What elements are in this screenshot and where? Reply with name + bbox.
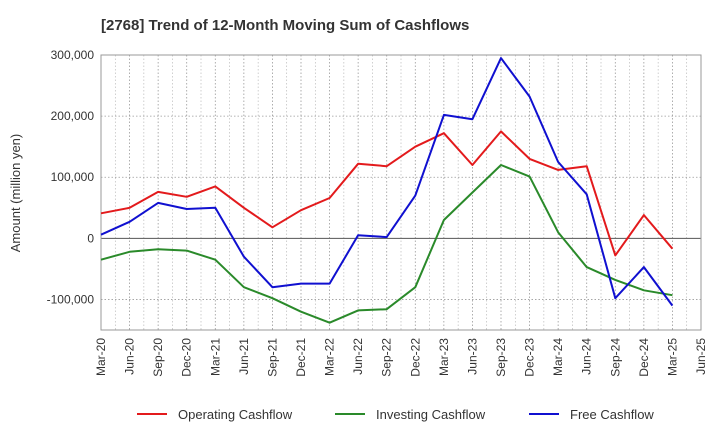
y-axis-ticks: 300,000 200,000 100,000 0 -100,000	[47, 48, 95, 306]
x-tick-label: Sep-21	[265, 338, 279, 377]
x-tick-label: Jun-22	[351, 338, 365, 375]
series-line-free-cashflow	[100, 57, 674, 307]
legend-label: Free Cashflow	[570, 407, 654, 422]
series-line-investing-cashflow	[100, 164, 673, 324]
y-axis-label: Amount (million yen)	[8, 134, 23, 253]
plot-area-frame	[100, 54, 702, 331]
y-tick-label: -100,000	[47, 292, 95, 306]
x-axis-ticks: Mar-20 Jun-20 Sep-20 Dec-20 Mar-21 Jun-21 Sep-…	[94, 338, 708, 377]
x-tick-label: Jun-20	[123, 338, 137, 375]
x-tick-label: Mar-25	[665, 338, 679, 376]
x-tick-label: Mar-20	[94, 338, 108, 376]
x-tick-label: Mar-24	[551, 338, 565, 376]
x-tick-label: Mar-22	[323, 338, 337, 376]
y-tick-label: 300,000	[51, 48, 95, 62]
x-tick-label: Dec-22	[408, 338, 422, 377]
series-lines	[100, 57, 674, 324]
x-tick-label: Jun-24	[580, 338, 594, 375]
x-tick-label: Dec-24	[637, 338, 651, 377]
x-tick-label: Sep-22	[380, 338, 394, 377]
y-tick-label: 0	[87, 231, 94, 245]
grid	[100, 54, 702, 330]
x-tick-label: Dec-20	[180, 338, 194, 377]
series-line-operating-cashflow	[100, 130, 674, 257]
x-tick-label: Dec-23	[523, 338, 537, 377]
x-tick-label: Jun-23	[465, 338, 479, 375]
x-tick-label: Mar-23	[437, 338, 451, 376]
x-tick-label: Jun-25	[694, 338, 708, 375]
y-tick-label: 200,000	[51, 109, 95, 123]
x-tick-label: Sep-24	[608, 338, 622, 377]
x-tick-label: Sep-23	[494, 338, 508, 377]
legend: Operating Cashflow Investing Cashflow Free…	[137, 407, 654, 422]
x-tick-label: Jun-21	[237, 338, 251, 375]
x-tick-label: Mar-21	[208, 338, 222, 376]
legend-label: Operating Cashflow	[178, 407, 293, 422]
chart-title: [2768] Trend of 12-Month Moving Sum of C…	[101, 17, 469, 34]
x-tick-label: Sep-20	[151, 338, 165, 377]
legend-label: Investing Cashflow	[376, 407, 486, 422]
x-tick-label: Dec-21	[294, 338, 308, 377]
y-tick-label: 100,000	[51, 170, 95, 184]
